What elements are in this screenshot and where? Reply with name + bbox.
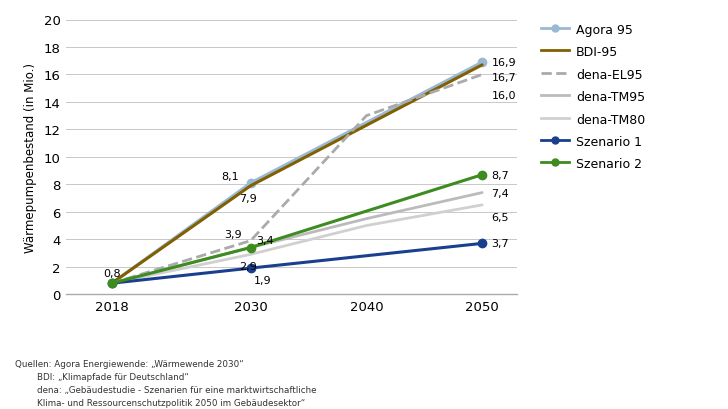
Legend: Agora 95, BDI-95, dena-EL95, dena-TM95, dena-TM80, Szenario 1, Szenario 2: Agora 95, BDI-95, dena-EL95, dena-TM95, … (541, 24, 646, 171)
Text: 1,9: 1,9 (254, 275, 272, 285)
Text: 3,9: 3,9 (223, 229, 242, 239)
Text: 16,0: 16,0 (491, 90, 516, 100)
Text: 16,7: 16,7 (491, 72, 516, 83)
Text: 16,9: 16,9 (491, 58, 516, 68)
Text: 8,1: 8,1 (221, 171, 239, 182)
Text: 3,4: 3,4 (256, 236, 274, 246)
Text: 3,7: 3,7 (491, 239, 509, 249)
Text: 0,8: 0,8 (103, 268, 121, 278)
Y-axis label: Wärmepumpenbestand (in Mio.): Wärmepumpenbestand (in Mio.) (24, 63, 36, 252)
Text: 7,4: 7,4 (491, 188, 509, 198)
Text: 7,9: 7,9 (240, 193, 257, 203)
Text: 8,7: 8,7 (491, 170, 509, 180)
Text: 6,5: 6,5 (491, 212, 509, 222)
Text: Quellen: Agora Energiewende: „Wärmewende 2030“
        BDI: „Klimapfade für Deut: Quellen: Agora Energiewende: „Wärmewende… (15, 360, 316, 407)
Text: 2,9: 2,9 (240, 262, 257, 272)
